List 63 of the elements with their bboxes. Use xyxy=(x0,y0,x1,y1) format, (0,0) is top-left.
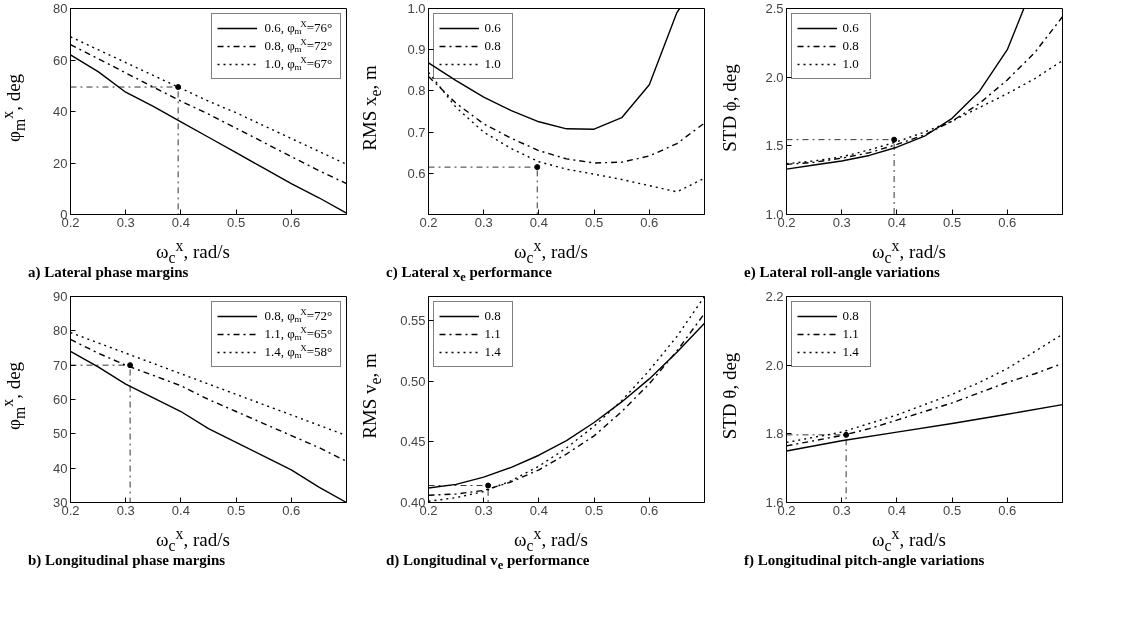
y-tick-label: 0.6 xyxy=(407,165,426,181)
y-tick-label: 0.9 xyxy=(407,42,426,58)
legend-label: 1.4 xyxy=(484,343,502,359)
y-tick-label: 1.5 xyxy=(765,138,784,154)
y-tick-label: 2.5 xyxy=(765,1,784,16)
legend-label: 1.1 xyxy=(842,325,859,341)
x-tick-label: 0.6 xyxy=(998,214,1017,230)
x-tick-label: 0.3 xyxy=(116,502,135,518)
x-tick-label: 0.4 xyxy=(529,214,548,230)
x-tick-label: 0.4 xyxy=(887,502,906,518)
x-tick-label: 0.5 xyxy=(585,214,604,230)
y-tick-label: 0.7 xyxy=(407,124,426,140)
y-tick-label: 0.45 xyxy=(400,434,426,450)
y-tick-label: 0.8 xyxy=(407,83,426,99)
legend-label: 0.8 xyxy=(842,307,859,323)
legend-label: 0.8 xyxy=(842,37,859,53)
y-axis-title: STD θ, deg xyxy=(718,352,742,440)
x-tick-label: 0.5 xyxy=(943,502,962,518)
y-tick-label: 70 xyxy=(53,357,68,373)
y-tick-label: 50 xyxy=(53,426,68,442)
y-axis-title: STD ϕ, deg xyxy=(718,64,742,152)
legend-label: 1.1 xyxy=(484,325,501,341)
x-tick-label: 0.6 xyxy=(640,502,659,518)
y-tick-label: 1.8 xyxy=(765,426,784,442)
y-tick-label: 20 xyxy=(53,155,68,171)
x-tick-label: 0.3 xyxy=(832,502,851,518)
legend-label: 1.0 xyxy=(484,55,501,71)
y-tick-label: 60 xyxy=(53,392,68,407)
x-tick-label: 0.6 xyxy=(998,502,1017,518)
y-tick-label: 80 xyxy=(53,323,68,339)
x-tick-label: 0.3 xyxy=(116,214,135,230)
x-tick-label: 0.4 xyxy=(171,214,190,230)
x-tick-label: 0.5 xyxy=(227,214,246,230)
legend-label: 0.6 xyxy=(484,19,502,35)
x-tick-label: 0.5 xyxy=(585,502,604,518)
y-tick-label: 2.2 xyxy=(765,289,784,304)
legend-label: 0.8 xyxy=(484,37,501,53)
y-tick-label: 0.55 xyxy=(400,313,426,329)
x-tick-label: 0.2 xyxy=(419,214,438,230)
legend-label: 0.6 xyxy=(842,19,860,35)
x-tick-label: 0.3 xyxy=(832,214,851,230)
y-tick-label: 2.0 xyxy=(765,69,784,85)
x-tick-label: 0.4 xyxy=(171,502,190,518)
legend-label: 1.4 xyxy=(842,343,860,359)
x-tick-label: 0.3 xyxy=(474,502,493,518)
y-tick-label: 40 xyxy=(53,104,68,119)
y-tick-label: 1.0 xyxy=(407,1,426,16)
x-tick-label: 0.5 xyxy=(227,502,246,518)
x-tick-label: 0.4 xyxy=(887,214,906,230)
y-tick-label: 2.0 xyxy=(765,357,784,373)
y-tick-label: 60 xyxy=(53,52,68,68)
x-tick-label: 0.6 xyxy=(640,214,659,230)
x-tick-label: 0.3 xyxy=(474,214,493,230)
y-tick-label: 80 xyxy=(53,1,68,16)
y-tick-label: 90 xyxy=(53,289,68,304)
legend-label: 1.0 xyxy=(842,55,859,71)
x-tick-label: 0.4 xyxy=(529,502,548,518)
y-tick-label: 0.50 xyxy=(400,373,426,389)
x-tick-label: 0.6 xyxy=(282,214,301,230)
x-tick-label: 0.5 xyxy=(943,214,962,230)
y-tick-label: 40 xyxy=(53,460,68,476)
legend-label: 0.8 xyxy=(484,307,501,323)
x-tick-label: 0.6 xyxy=(282,502,301,518)
